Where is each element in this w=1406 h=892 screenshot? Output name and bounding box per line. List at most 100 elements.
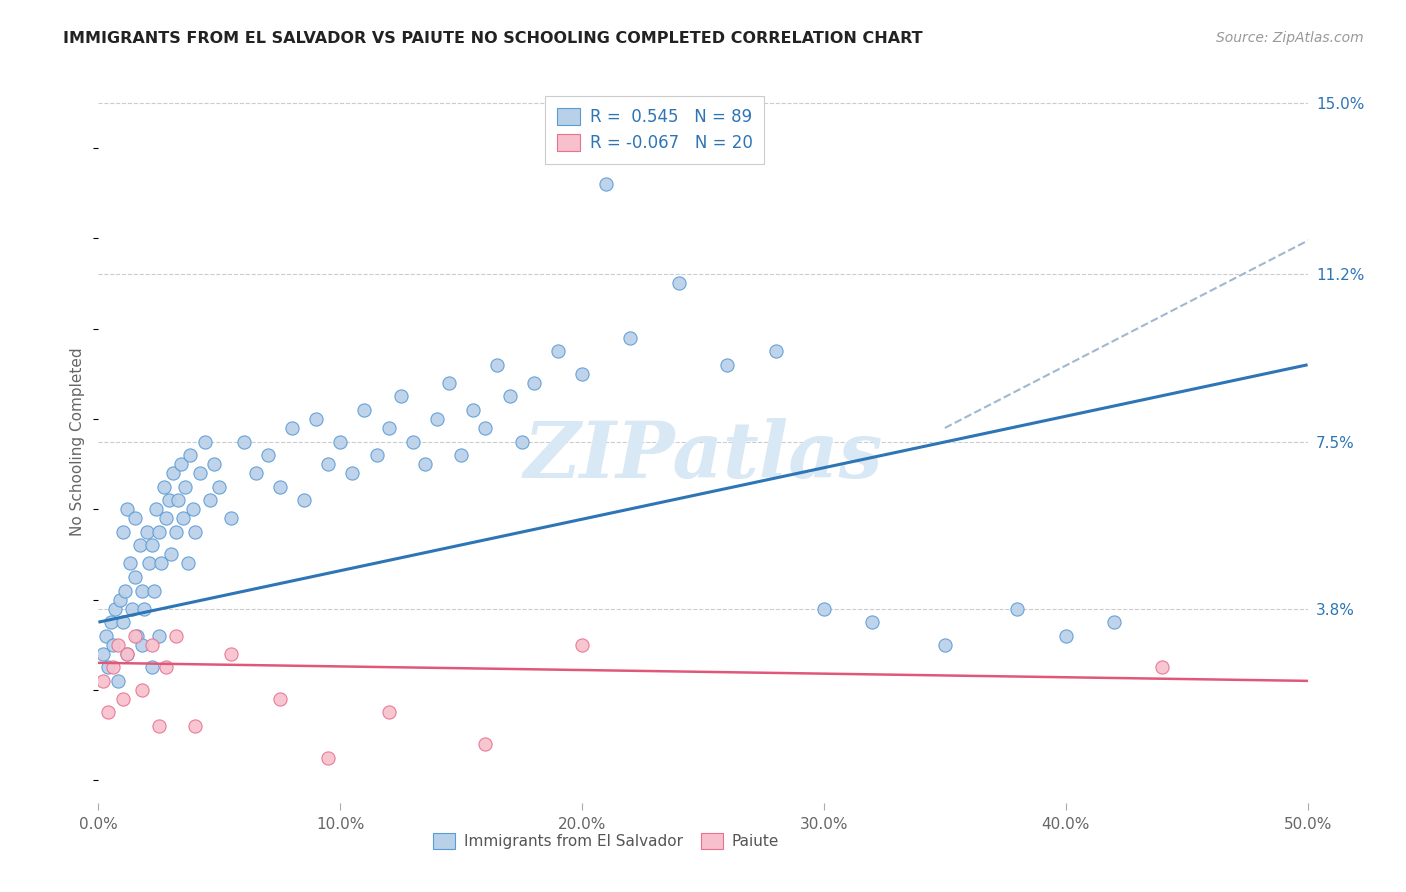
Point — [377, 706, 399, 720]
Point — [100, 615, 122, 630]
Point — [157, 493, 180, 508]
Point — [118, 557, 141, 571]
Point — [141, 538, 163, 552]
Point — [117, 647, 139, 661]
Point — [523, 376, 546, 390]
Point — [114, 583, 136, 598]
Point — [366, 448, 388, 462]
Y-axis label: No Schooling Completed: No Schooling Completed — [70, 347, 86, 536]
Point — [1054, 629, 1077, 643]
Point — [124, 629, 146, 643]
Point — [329, 434, 352, 449]
Point — [486, 358, 509, 372]
Point — [316, 457, 339, 471]
Legend: Immigrants from El Salvador, Paiute: Immigrants from El Salvador, Paiute — [426, 825, 787, 856]
Point — [108, 592, 131, 607]
Point — [97, 660, 120, 674]
Point — [198, 493, 221, 508]
Point — [595, 177, 617, 191]
Point — [91, 673, 114, 688]
Point — [668, 277, 690, 291]
Point — [152, 480, 174, 494]
Point — [160, 548, 183, 562]
Point — [402, 434, 425, 449]
Point — [204, 457, 226, 471]
Point — [97, 706, 120, 720]
Point — [121, 601, 143, 615]
Point — [131, 682, 153, 697]
Point — [181, 502, 204, 516]
Point — [281, 421, 304, 435]
Point — [124, 511, 146, 525]
Point — [437, 376, 460, 390]
Point — [141, 660, 163, 674]
Point — [765, 344, 787, 359]
Point — [450, 448, 472, 462]
Point — [155, 511, 177, 525]
Point — [342, 466, 364, 480]
Point — [269, 692, 291, 706]
Point — [169, 457, 191, 471]
Point — [547, 344, 569, 359]
Point — [571, 638, 593, 652]
Point — [148, 629, 170, 643]
Point — [148, 524, 170, 539]
Point — [145, 502, 167, 516]
Point — [194, 434, 217, 449]
Point — [498, 389, 520, 403]
Point — [353, 403, 375, 417]
Point — [716, 358, 738, 372]
Point — [934, 638, 956, 652]
Point — [232, 434, 254, 449]
Point — [474, 737, 496, 751]
Point — [107, 673, 129, 688]
Point — [179, 448, 201, 462]
Point — [377, 421, 399, 435]
Point — [305, 412, 328, 426]
Point — [107, 638, 129, 652]
Point — [860, 615, 883, 630]
Point — [124, 570, 146, 584]
Point — [117, 647, 139, 661]
Point — [174, 480, 197, 494]
Point — [1102, 615, 1125, 630]
Point — [256, 448, 278, 462]
Text: ZIPatlas: ZIPatlas — [523, 417, 883, 494]
Point — [162, 466, 184, 480]
Point — [1152, 660, 1174, 674]
Point — [131, 583, 153, 598]
Point — [1007, 601, 1029, 615]
Point — [269, 480, 291, 494]
Point — [188, 466, 211, 480]
Point — [128, 538, 150, 552]
Point — [172, 511, 194, 525]
Point — [131, 638, 153, 652]
Point — [150, 557, 173, 571]
Point — [316, 750, 339, 764]
Point — [117, 502, 139, 516]
Point — [292, 493, 315, 508]
Point — [184, 719, 207, 733]
Point — [94, 629, 117, 643]
Point — [463, 403, 485, 417]
Point — [135, 524, 157, 539]
Point — [138, 557, 160, 571]
Point — [101, 660, 124, 674]
Point — [474, 421, 496, 435]
Point — [813, 601, 835, 615]
Point — [510, 434, 533, 449]
Point — [141, 638, 163, 652]
Point — [619, 331, 641, 345]
Point — [111, 692, 134, 706]
Point — [101, 638, 124, 652]
Text: Source: ZipAtlas.com: Source: ZipAtlas.com — [1216, 31, 1364, 45]
Point — [184, 524, 207, 539]
Text: IMMIGRANTS FROM EL SALVADOR VS PAIUTE NO SCHOOLING COMPLETED CORRELATION CHART: IMMIGRANTS FROM EL SALVADOR VS PAIUTE NO… — [63, 31, 922, 46]
Point — [148, 719, 170, 733]
Point — [571, 367, 593, 381]
Point — [143, 583, 166, 598]
Point — [127, 629, 149, 643]
Point — [165, 524, 187, 539]
Point — [208, 480, 231, 494]
Point — [111, 615, 134, 630]
